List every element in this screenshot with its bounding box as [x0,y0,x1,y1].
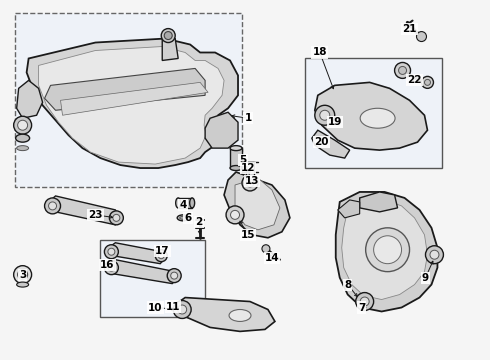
Text: 3: 3 [19,270,26,280]
Text: 18: 18 [313,48,327,58]
Circle shape [242,175,258,191]
Circle shape [356,293,374,310]
Circle shape [171,272,178,279]
Text: 15: 15 [241,230,255,240]
Circle shape [155,250,167,262]
Polygon shape [106,243,165,264]
Ellipse shape [17,282,28,287]
Text: 10: 10 [148,302,163,312]
Ellipse shape [230,146,242,150]
Circle shape [164,32,172,40]
Circle shape [315,105,335,125]
Circle shape [18,120,27,130]
Ellipse shape [17,146,28,150]
Text: 23: 23 [88,210,103,220]
Circle shape [394,62,411,78]
Circle shape [14,116,32,134]
Ellipse shape [180,216,187,219]
Polygon shape [205,112,238,148]
Circle shape [421,76,434,88]
Text: 12: 12 [241,163,255,173]
Circle shape [167,269,181,283]
Polygon shape [162,39,178,60]
Polygon shape [61,82,208,115]
Circle shape [320,110,330,120]
Text: 4: 4 [179,200,187,210]
Circle shape [360,297,369,306]
Polygon shape [235,178,280,230]
Circle shape [226,206,244,224]
Polygon shape [45,68,205,110]
Text: 6: 6 [185,213,192,223]
Polygon shape [26,39,238,168]
Bar [305,58,442,168]
Polygon shape [360,192,397,212]
Circle shape [49,202,56,210]
Circle shape [230,210,240,219]
Circle shape [262,245,270,253]
Ellipse shape [177,215,189,221]
Text: 2: 2 [196,217,203,227]
Ellipse shape [176,198,181,208]
Circle shape [416,32,426,41]
Circle shape [113,214,120,221]
Polygon shape [338,200,360,218]
Polygon shape [175,298,275,332]
Text: 5: 5 [240,155,246,165]
Bar [246,162,254,180]
Text: 9: 9 [422,273,429,283]
Circle shape [173,301,191,319]
Circle shape [108,264,115,271]
Polygon shape [312,130,350,158]
Ellipse shape [360,108,395,128]
Circle shape [374,236,401,264]
Text: 13: 13 [245,176,259,186]
Ellipse shape [229,310,251,321]
Text: 20: 20 [315,137,329,147]
Ellipse shape [16,134,29,142]
Polygon shape [342,200,427,300]
Text: 11: 11 [166,302,180,311]
Circle shape [366,228,410,272]
Circle shape [246,179,254,187]
Polygon shape [336,192,438,311]
Bar [230,148,242,168]
Circle shape [14,266,32,284]
Ellipse shape [230,166,242,171]
Text: 17: 17 [155,246,170,256]
Polygon shape [224,172,290,238]
Circle shape [108,248,115,255]
Circle shape [178,305,187,314]
Text: 14: 14 [265,253,279,263]
Polygon shape [17,80,43,118]
Text: 21: 21 [402,24,417,33]
Bar [100,240,205,318]
Circle shape [425,246,443,264]
Circle shape [398,67,407,75]
Text: 16: 16 [100,260,115,270]
Polygon shape [39,46,224,164]
Polygon shape [106,260,178,284]
Circle shape [109,211,123,225]
Text: 1: 1 [245,113,252,123]
Circle shape [104,261,119,275]
Circle shape [430,250,439,259]
Circle shape [104,245,119,259]
Ellipse shape [190,198,195,208]
Polygon shape [315,82,427,150]
Circle shape [18,270,27,280]
Circle shape [158,253,164,259]
Circle shape [161,28,175,42]
Bar [178,198,192,208]
Polygon shape [49,196,121,225]
Circle shape [424,80,431,85]
Text: 22: 22 [407,75,422,85]
Circle shape [45,198,61,214]
Bar [15,13,242,187]
Text: 7: 7 [358,302,366,312]
Text: 8: 8 [344,280,351,289]
Text: 19: 19 [327,117,342,127]
